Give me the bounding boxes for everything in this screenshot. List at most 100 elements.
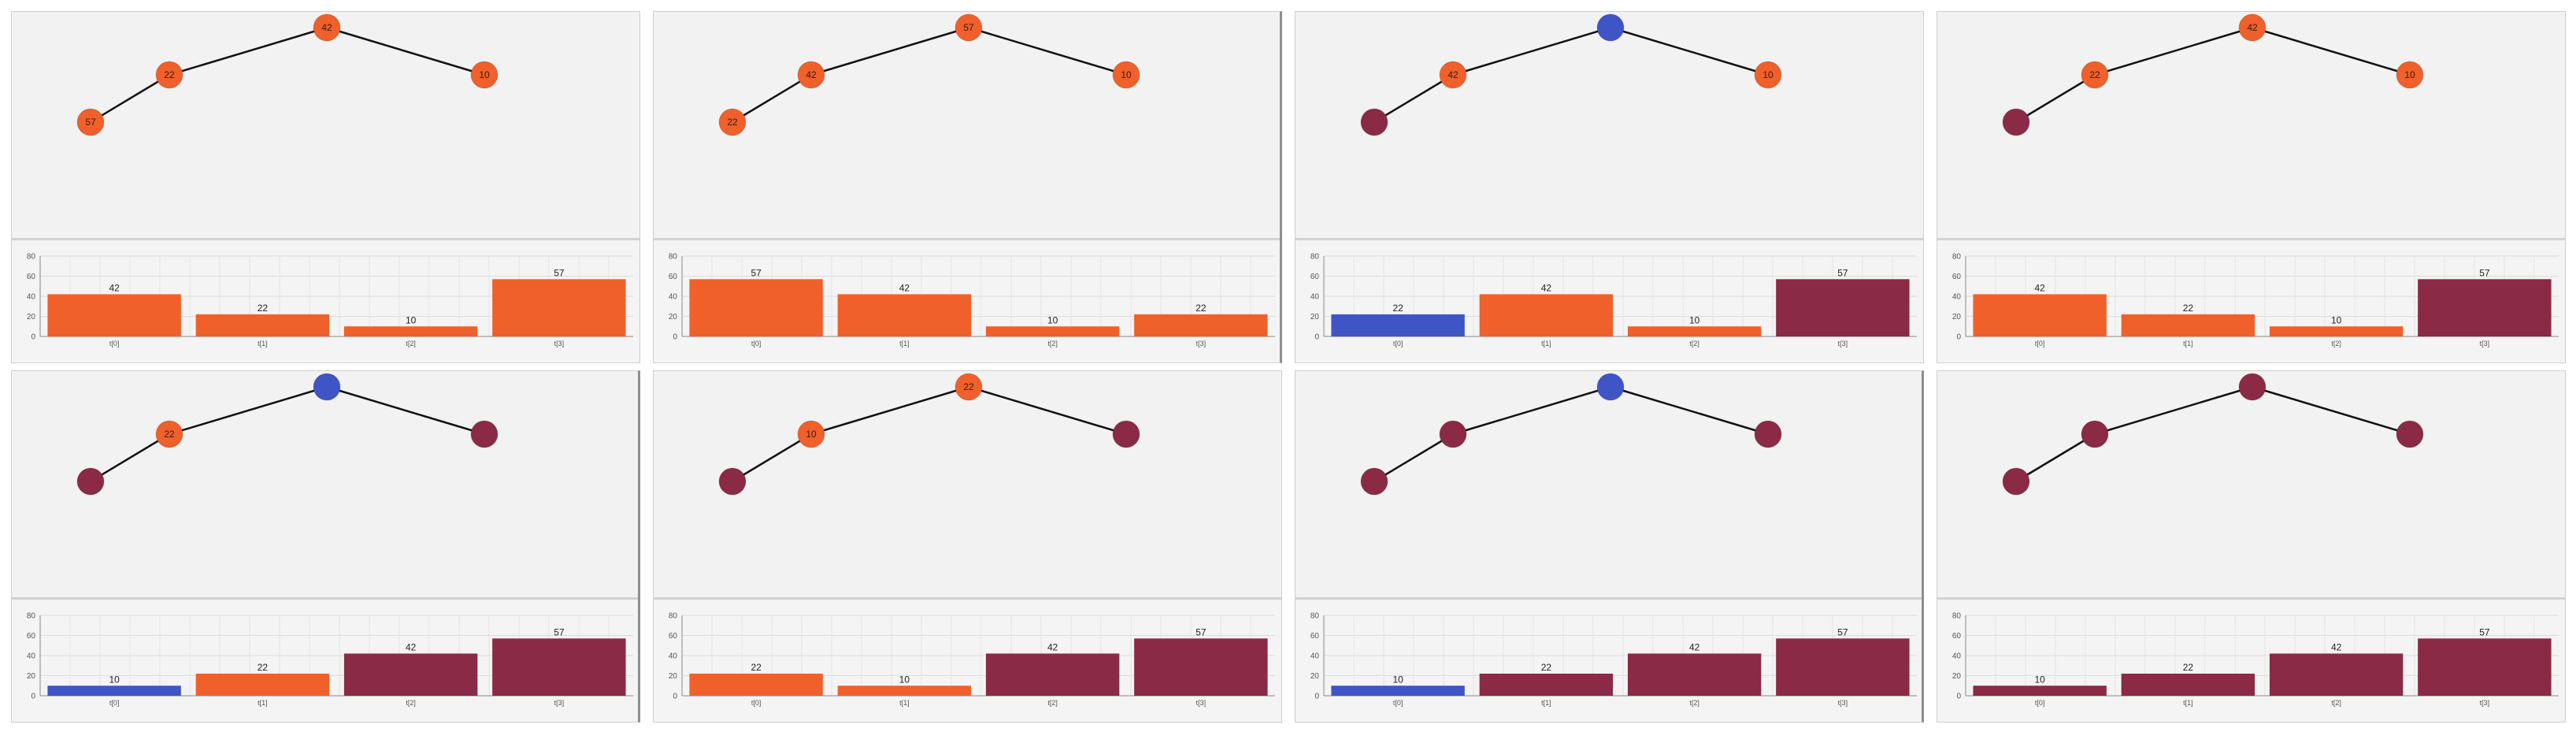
tree-node: 57: [76, 108, 105, 136]
tree-node: [76, 467, 105, 496]
heap-chart-svg: 22 10 0 20 40 60 80 22 t[0] 10 t[1] 42 t[2] 57 t[3]: [654, 373, 1281, 722]
bar: [2121, 673, 2255, 696]
bar: [1331, 686, 1465, 696]
tree-node: 22: [718, 108, 747, 136]
y-tick-label: 0: [1314, 333, 1319, 342]
bar-value-label: 42: [1541, 282, 1552, 293]
bar-value-label: 57: [2479, 267, 2490, 278]
bar: [2418, 279, 2552, 336]
bar-value-label: 10: [109, 674, 120, 685]
tree-node-circle: [1439, 61, 1467, 89]
x-tick-label: t[0]: [109, 340, 120, 347]
bar: [2269, 653, 2404, 696]
tree-node: [470, 420, 499, 448]
x-tick-label: t[2]: [1689, 340, 1699, 347]
y-tick-label: 60: [1952, 632, 1962, 641]
heap-tree: [2002, 373, 2424, 496]
tree-node-label: 10: [2404, 69, 2415, 80]
tree-node-circle: [1112, 420, 1140, 448]
y-tick-label: 0: [31, 693, 35, 701]
y-tick-label: 0: [1314, 693, 1319, 701]
bar: [1973, 686, 2107, 696]
tree-node: [2002, 108, 2030, 136]
tree-node-circle: [2238, 13, 2267, 42]
heap-chart-svg: 42 22 10 57 0 20 40 60 80 42 t[0] 22 t[1] 10 t[2] 57 t[3…: [12, 13, 639, 362]
bar-value-label: 22: [2183, 662, 2194, 673]
bar-value-label: 42: [1047, 641, 1058, 652]
bar: [985, 653, 1120, 696]
x-tick-label: t[0]: [751, 699, 762, 707]
tree-node-circle: [2002, 467, 2030, 496]
x-tick-label: t[1]: [258, 340, 268, 347]
tree-node-circle: [1360, 108, 1388, 136]
bar: [837, 686, 972, 696]
x-tick-label: t[3]: [554, 699, 565, 707]
bar: [47, 294, 181, 336]
bar: [689, 279, 823, 336]
y-tick-label: 20: [669, 672, 678, 681]
tree-node-circle: [2396, 61, 2424, 89]
tree-edge: [1452, 385, 1611, 436]
heap-tree: 42 22 10 57: [76, 13, 499, 136]
tree-node-label: 42: [1447, 69, 1458, 80]
tree-edge: [732, 433, 812, 483]
tree-node: [313, 373, 341, 401]
step-panel-7: 0 20 40 60 80 10 t[0] 22 t[1] 42 t[2] 57 t[3]: [1295, 370, 1924, 723]
heap-chart-svg: 42 22 10 0 20 40 60 80 42 t[0] 22 t[1] 10 t[2] 57 t[3]: [1937, 13, 2565, 362]
x-tick-label: t[1]: [258, 699, 268, 707]
bar-value-label: 22: [1392, 303, 1403, 314]
y-tick-label: 60: [1310, 273, 1320, 281]
tree-node-label: 22: [2089, 69, 2100, 80]
bar-value-label: 10: [1047, 314, 1058, 325]
tree-edge: [169, 385, 328, 436]
tree-node: 22: [954, 373, 983, 401]
step-panel-2: 57 42 10 22 0 20 40 60 80 57 t[0] 42 t[1] 10 t[2] 22 t[3…: [653, 11, 1282, 363]
tree-node-circle: [797, 420, 825, 448]
y-tick-label: 40: [1310, 293, 1320, 302]
bar-value-label: 57: [2479, 626, 2490, 637]
bar-value-label: 10: [2331, 314, 2342, 325]
x-tick-label: t[3]: [1838, 340, 1848, 347]
tree-edge: [1610, 26, 1769, 76]
heap-tree: 42 10: [1360, 13, 1782, 136]
tree-node: 42: [313, 13, 341, 42]
tree-edge: [2015, 433, 2096, 483]
bar-value-label: 22: [751, 662, 762, 673]
tree-node: 42: [2238, 13, 2267, 42]
tree-edge: [90, 433, 170, 483]
panel-divider: [12, 238, 639, 240]
tree-edge: [1373, 433, 1454, 483]
tree-node: [1439, 420, 1467, 448]
bar-value-label: 57: [1195, 626, 1206, 637]
step-panel-5: 22 0 20 40 60 80 10 t[0] 22 t[1] 42 t[2] 57 t[3]: [11, 370, 640, 723]
bar-value-label: 42: [2034, 282, 2045, 293]
bar-value-label: 57: [751, 267, 762, 278]
heap-tree: [1360, 373, 1782, 496]
tree-node-circle: [313, 13, 341, 42]
tree-edge: [1452, 26, 1611, 76]
bar: [47, 686, 181, 696]
y-tick-label: 80: [27, 612, 36, 621]
tree-edge: [2252, 26, 2411, 76]
tree-node-circle: [718, 108, 747, 136]
tree-node: [2002, 467, 2030, 496]
bar-value-label: 22: [258, 303, 269, 314]
bar-value-label: 10: [1689, 314, 1700, 325]
tree-node-circle: [2396, 420, 2424, 448]
x-tick-label: t[1]: [1541, 340, 1551, 347]
y-tick-label: 80: [1952, 253, 1962, 262]
tree-node: [1596, 373, 1625, 401]
tree-node-circle: [1112, 61, 1140, 89]
heap-chart-svg: 0 20 40 60 80 10 t[0] 22 t[1] 42 t[2] 57 t[3]: [1295, 373, 1922, 722]
x-tick-label: t[2]: [2331, 699, 2341, 707]
bar: [1479, 294, 1614, 336]
bar: [2121, 314, 2255, 336]
tree-node: 10: [797, 420, 825, 448]
y-tick-label: 80: [1952, 612, 1962, 621]
tree-node-circle: [1754, 420, 1782, 448]
tree-node-circle: [1596, 13, 1625, 42]
x-tick-label: t[1]: [2183, 340, 2193, 347]
bar: [195, 314, 330, 336]
tree-node-circle: [470, 61, 499, 89]
x-tick-label: t[0]: [2035, 699, 2045, 707]
